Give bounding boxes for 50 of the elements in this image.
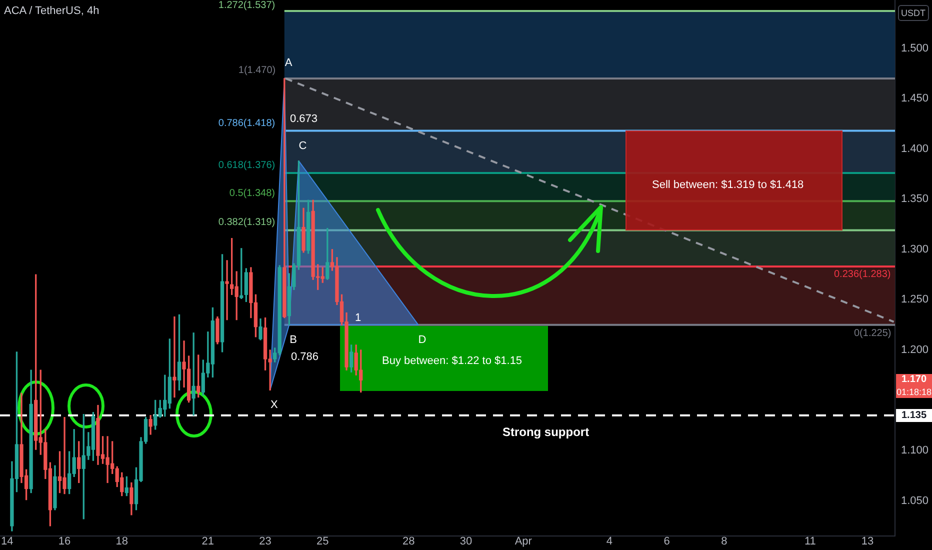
annotation: A: [284, 57, 292, 70]
y-tick-label: 1.450: [901, 92, 929, 105]
x-tick-label: Apr: [514, 536, 532, 548]
y-tick-label: 1.100: [901, 444, 929, 457]
x-tick-label: 4: [606, 536, 612, 548]
y-tick-label: 1.050: [901, 494, 929, 507]
x-tick-label: 21: [202, 536, 214, 548]
ref-line-label: 0.618(1.376): [218, 160, 276, 171]
candlestick: [225, 260, 229, 320]
annotation: X: [270, 399, 278, 412]
y-tick-label: 1.400: [901, 142, 929, 155]
x-tick-label: 11: [804, 536, 816, 548]
y-tick-label: 1.300: [901, 243, 929, 256]
x-tick-label: 16: [58, 536, 71, 548]
x-tick-label: 25: [316, 536, 329, 548]
ref-line-label: 1.272(1.537): [218, 0, 276, 11]
x-tick-label: 14: [1, 536, 14, 548]
y-axis-title: USDT: [898, 5, 928, 21]
annotation: C: [298, 140, 307, 152]
x-tick-label: 8: [721, 536, 728, 548]
x-tick-label: 30: [460, 536, 472, 548]
annotation: 1: [355, 312, 362, 324]
x-tick-label: 23: [259, 536, 272, 548]
text: 01:18:18: [896, 386, 932, 398]
candlestick: [192, 332, 196, 416]
ref-line-label: 0.236(1.283): [834, 269, 891, 280]
annotation: Buy between: $1.22 to $1.15: [382, 355, 522, 367]
x-tick-label: 6: [664, 536, 670, 548]
x-tick-label: 28: [402, 536, 415, 548]
annotation: 0.786: [291, 351, 319, 363]
x-tick-label: 18: [116, 536, 128, 548]
ref-line-label: 1(1.470): [238, 65, 276, 76]
annotation: B: [290, 334, 298, 346]
ref-line-label: 0.5(1.348): [229, 188, 275, 200]
annotation: Sell between: $1.319 to $1.418: [652, 179, 804, 191]
annotation: 1.135: [896, 408, 932, 422]
annotation: 0.673: [290, 113, 318, 125]
ref-line-label: 0.382(1.319): [218, 217, 276, 228]
text: 1.170: [896, 374, 932, 386]
ref-line-label: 0.786(1.418): [218, 118, 276, 129]
text: ACA / TetherUS, 4h: [4, 5, 100, 17]
y-tick-label: 1.200: [901, 344, 929, 356]
y-tick-label: 1.500: [901, 42, 929, 54]
ref-line-label: 0(1.225): [854, 328, 892, 339]
annotation: D: [418, 334, 426, 346]
y-tick-label: 1.250: [901, 294, 929, 306]
y-tick-label: 1.350: [901, 193, 929, 206]
candlestick: [172, 316, 176, 398]
ref-line-label: Strong support: [502, 425, 590, 440]
x-tick-label: 13: [861, 536, 874, 548]
